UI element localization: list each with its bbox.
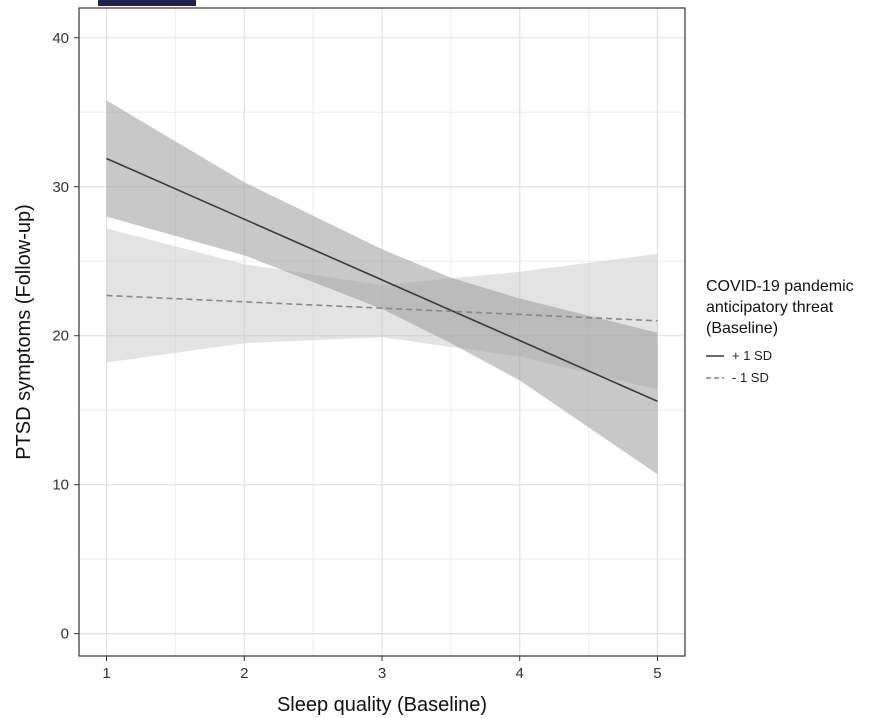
series-lines [106, 157, 658, 403]
legend-label: - 1 SD [732, 370, 769, 385]
y-axis-ticks: 0 10 20 30 40 [52, 30, 79, 643]
x-axis-ticks: 1 2 3 4 5 [102, 656, 662, 682]
header-color-block [98, 0, 196, 6]
series-line [106, 294, 658, 322]
legend-title-line: COVID-19 pandemic [706, 278, 854, 295]
y-tick-label: 10 [52, 477, 69, 494]
legend-label: + 1 SD [732, 348, 772, 363]
legend-title-line: anticipatory threat [706, 299, 834, 316]
y-tick-label: 30 [52, 179, 69, 196]
x-axis-title: Sleep quality (Baseline) [277, 694, 487, 716]
y-tick-label: 20 [52, 328, 69, 345]
x-tick-label: 1 [102, 665, 110, 682]
y-axis-title: PTSD symptoms (Follow-up) [13, 204, 35, 460]
series-line [106, 157, 658, 403]
y-tick-label: 0 [61, 626, 69, 643]
x-tick-label: 3 [378, 665, 386, 682]
x-tick-label: 5 [653, 665, 661, 682]
legend: COVID-19 pandemic anticipatory threat (Bas… [706, 278, 854, 385]
confidence-band [106, 100, 658, 475]
x-tick-label: 4 [516, 665, 524, 682]
legend-title-line: (Baseline) [706, 320, 778, 337]
y-tick-label: 40 [52, 30, 69, 47]
x-tick-label: 2 [240, 665, 248, 682]
